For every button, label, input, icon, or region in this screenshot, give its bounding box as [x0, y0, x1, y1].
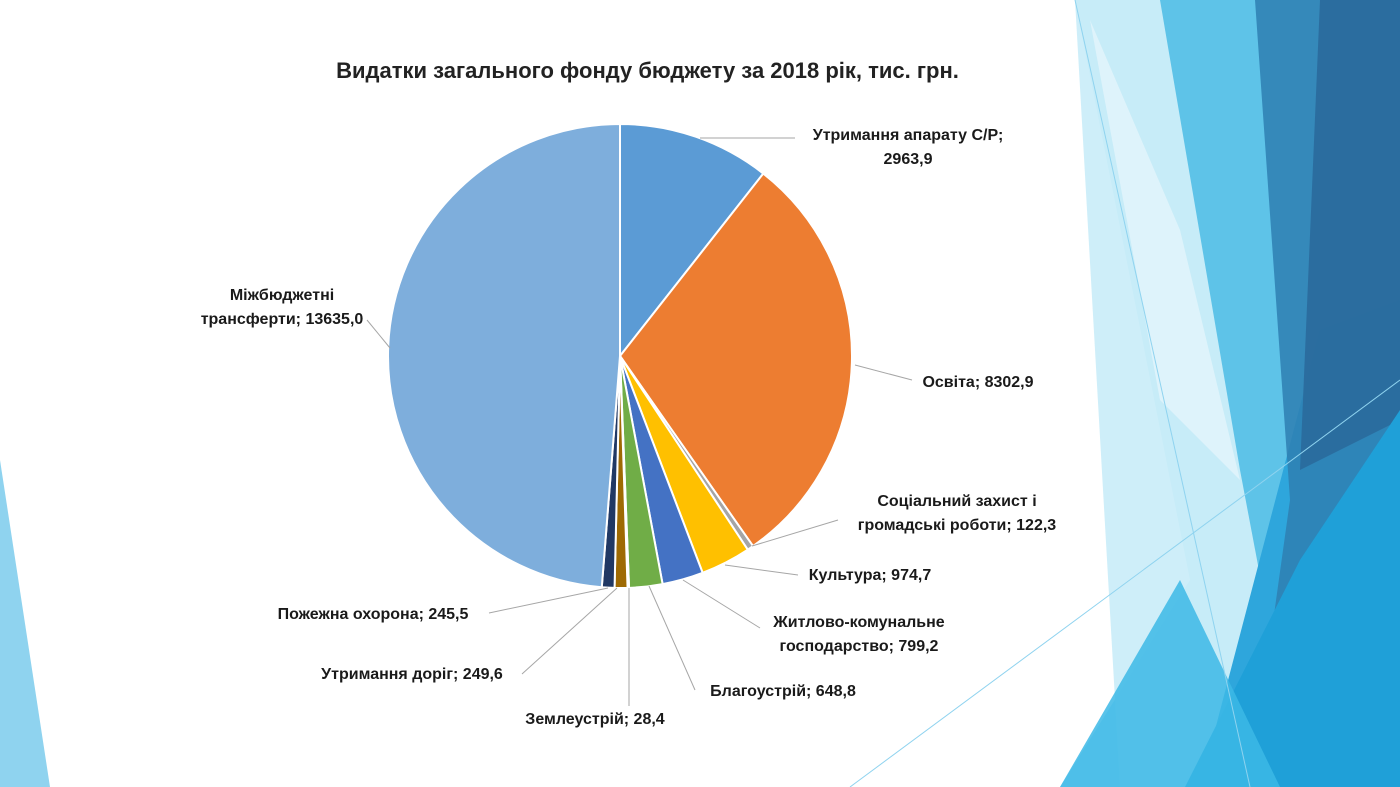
- data-label-10: Міжбюджетні трансферти; 13635,0: [201, 287, 364, 328]
- leader-line-4: [724, 564, 799, 576]
- leader-line-3: [751, 519, 839, 547]
- data-label-4: Культура; 974,7: [809, 567, 932, 584]
- leader-line-8: [521, 587, 618, 675]
- data-label-line: 2963,9: [884, 151, 933, 168]
- pie-slice-1: [619, 122, 765, 359]
- data-label-line: Благоустрій; 648,8: [710, 683, 856, 700]
- data-label-9: Пожежна охорона; 245,5: [278, 606, 469, 623]
- leader-line-9: [488, 587, 609, 614]
- data-label-2: Освіта; 8302,9: [922, 374, 1033, 391]
- leader-line-2: [854, 364, 913, 381]
- decor-line-2: [849, 379, 1400, 787]
- data-label-3: Соціальний захист і громадські роботи; 12…: [858, 493, 1056, 534]
- data-label-line: Житлово-комунальне: [772, 614, 944, 631]
- chart-title: Видатки загального фонду бюджету за 2018…: [336, 58, 959, 83]
- data-label-line: Утримання апарату С/Р;: [813, 127, 1004, 144]
- data-label-1: Утримання апарату С/Р; 2963,9: [813, 127, 1004, 168]
- leader-line-10: [366, 319, 391, 349]
- data-label-line: трансферти; 13635,0: [201, 311, 364, 328]
- data-label-line: Пожежна охорона; 245,5: [278, 606, 469, 623]
- data-label-line: громадські роботи; 122,3: [858, 517, 1056, 534]
- right-shape-lower: [1185, 410, 1400, 787]
- right-shape-cyan: [1060, 580, 1280, 787]
- data-label-line: Освіта; 8302,9: [922, 374, 1033, 391]
- decor-line-1: [1074, 0, 1251, 787]
- left-edge-shape: [0, 460, 50, 787]
- data-label-8: Утримання доріг; 249,6: [321, 666, 503, 683]
- right-shape-deep-2: [1300, 0, 1400, 470]
- data-label-line: Міжбюджетні: [230, 287, 334, 304]
- pie-slice-10: [387, 122, 621, 589]
- data-label-line: господарство; 799,2: [780, 638, 939, 655]
- leader-line-6: [648, 585, 696, 691]
- data-label-7: Землеустрій; 28,4: [525, 711, 664, 728]
- data-label-line: Утримання доріг; 249,6: [321, 666, 503, 683]
- pie-slice-2: [618, 172, 853, 548]
- data-label-5: Житлово-комунальне господарство; 799,2: [772, 614, 944, 655]
- right-shape-pale: [1090, 20, 1240, 480]
- data-label-line: Культура; 974,7: [809, 567, 932, 584]
- data-label-6: Благоустрій; 648,8: [710, 683, 856, 700]
- leader-line-5: [682, 579, 761, 629]
- data-label-line: Соціальний захист і: [877, 493, 1036, 510]
- data-label-line: Землеустрій; 28,4: [525, 711, 664, 728]
